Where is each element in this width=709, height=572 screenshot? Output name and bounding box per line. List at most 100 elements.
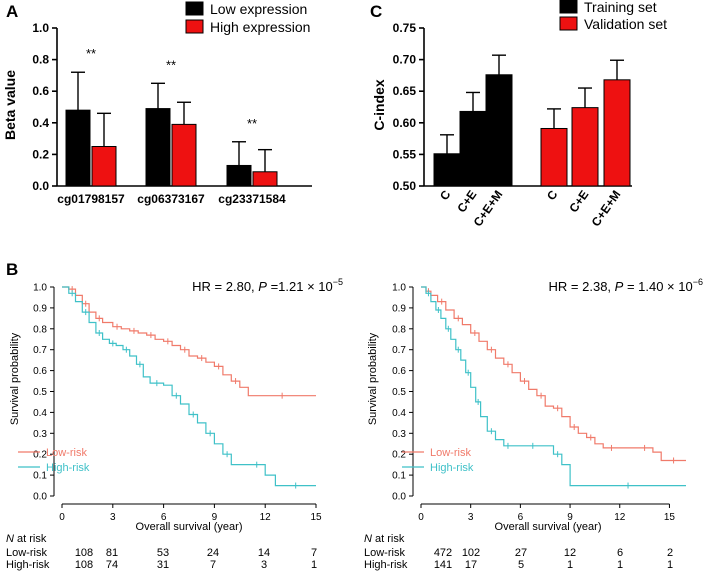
- km-left-hr-text: HR = 2.80,: [192, 279, 258, 294]
- km-right-legend: Low-risk High-risk: [402, 447, 474, 474]
- at-risk-count: 108: [75, 547, 93, 559]
- panel-c-y-tick-label: 0.50: [393, 179, 417, 193]
- panel-a-bar-chart: A Beta value 0.0 0.2 0.4 0.6 0.8 1.0 ** ** ** c…: [2, 1, 312, 206]
- at-risk-count: 31: [157, 559, 169, 571]
- legend-swatch-validation-set: [559, 16, 578, 31]
- km-right-x-tick-label: 9: [567, 512, 573, 523]
- km-right-y-tick-label: 0.4: [392, 408, 406, 419]
- km-left-p-exponent: −5: [333, 277, 343, 287]
- panel-c-bar-chart: C C-index 0.500.550.600.650.700.75 C C+EC…: [370, 0, 667, 229]
- km-right-x-axis-title: Overall survival (year): [495, 521, 602, 533]
- panel-a-x-tick-label: cg06373167: [137, 192, 205, 206]
- km-right-curves: [421, 286, 686, 489]
- panel-c-bars: [433, 54, 631, 187]
- km-left-y-tick-label: 0.2: [33, 450, 47, 461]
- legend-swatch-high-expression: [185, 19, 204, 34]
- bar-cg23371584-low: [226, 164, 252, 187]
- legend-label-high-risk: High-risk: [46, 462, 90, 474]
- panel-c-x-tick-label: C+E: [566, 188, 591, 215]
- km-left-curve-low-risk: [62, 286, 316, 397]
- km-right-x-tick-label: 6: [518, 512, 524, 523]
- at-risk-count: 1: [311, 559, 317, 571]
- km-right-y-tick-label: 0.2: [392, 450, 406, 461]
- at-risk-count: 74: [106, 559, 118, 571]
- at-risk-count: 27: [515, 547, 527, 559]
- km-right-y-tick-label: 0.8: [392, 324, 406, 335]
- km-left-axes: 0.0 0.1 0.2 0.3 0.4 0.5 0.6 0.7 0.8 0.9 1.0 0 3 6 9 12 1…: [33, 283, 322, 524]
- panel-a-x-tick-label: cg23371584: [218, 192, 286, 206]
- km-left-x-tick-label: 3: [110, 512, 116, 523]
- km-left-y-tick-label: 0.8: [33, 324, 47, 335]
- km-right-y-tick-label: 0.3: [392, 429, 406, 440]
- km-right-y-tick-label: 0.7: [392, 345, 406, 356]
- panel-a-y-tick-label: 0.8: [32, 53, 49, 67]
- at-risk-count: 81: [106, 547, 118, 559]
- bar-validation-C: [540, 127, 568, 187]
- panel-c-x-tick-label: C: [437, 187, 454, 202]
- significance-stars: **: [86, 46, 96, 61]
- legend-label-low-expression: Low expression: [210, 1, 307, 17]
- panel-a-y-tick-label: 0.2: [32, 147, 49, 161]
- at-risk-count: 1: [667, 559, 673, 571]
- km-right-y-axis-title: Survival probability: [367, 332, 379, 425]
- km-right-curve-high-risk: [421, 286, 686, 487]
- km-left-x-tick-label: 12: [260, 512, 272, 523]
- at-risk-count: 7: [311, 547, 317, 559]
- km-left-p-label: P: [258, 279, 267, 294]
- panel-c-letter: C: [370, 2, 382, 21]
- km-left-x-tick-label: 6: [161, 512, 167, 523]
- km-right-y-tick-label: 0.1: [392, 471, 406, 482]
- at-risk-count: 472: [434, 547, 452, 559]
- km-right-y-tick-label: 0.9: [392, 303, 406, 314]
- km-left-legend: Low-risk High-risk: [18, 447, 90, 474]
- km-right-p-label: P: [615, 279, 624, 294]
- legend-label-training-set: Training set: [584, 0, 657, 15]
- legend-label-low-risk: Low-risk: [46, 447, 87, 459]
- panel-c-y-tick-label: 0.70: [393, 53, 417, 67]
- km-left-curves: [62, 286, 316, 489]
- panel-c-y-axis-title: C-index: [371, 79, 387, 131]
- km-right-y-tick-label: 0.5: [392, 387, 406, 398]
- km-left-x-tick-label: 9: [212, 512, 218, 523]
- km-left-x-tick-label: 15: [310, 512, 322, 523]
- bar-cg01798157-low: [65, 109, 91, 187]
- bar-cg06373167-low: [145, 108, 171, 187]
- km-right-axes: 0.0 0.1 0.2 0.3 0.4 0.5 0.6 0.7 0.8 0.9 1.0 0 3 6 9 12 1…: [392, 283, 675, 524]
- km-left-y-tick-label: 0.3: [33, 429, 47, 440]
- km-left-x-tick-label: 0: [59, 512, 65, 523]
- panel-a-x-tick-label: cg01798157: [57, 192, 125, 206]
- bar-training-C+E: [459, 110, 487, 187]
- at-risk-count: 3: [261, 559, 267, 571]
- panel-b-letter: B: [6, 260, 18, 279]
- bar-validation-C+E: [571, 107, 599, 187]
- at-risk-count: 108: [75, 559, 93, 571]
- panel-a-x-tick-labels: cg01798157 cg06373167 cg23371584: [57, 192, 286, 206]
- km-left-p-value: =1.21 × 10: [267, 279, 333, 294]
- at-risk-count: 17: [465, 559, 477, 571]
- km-right-y-tick-label: 0.0: [392, 492, 406, 503]
- panel-a-bars: ** ** **: [65, 46, 278, 187]
- km-right-p-value: = 1.40 × 10: [623, 279, 692, 294]
- panel-c-y-tick-label: 0.75: [393, 21, 417, 35]
- legend-swatch-low-expression: [185, 1, 204, 16]
- at-risk-row-label: High-risk: [6, 559, 50, 571]
- km-left-at-risk-title: N at risk: [6, 533, 47, 545]
- km-left-at-risk-label: at risk: [14, 533, 47, 545]
- km-left-curve-high-risk: [62, 286, 316, 487]
- panel-c-y-axis: 0.50 0.55 0.60 0.65 0.70 0.75: [393, 21, 632, 193]
- bar-cg06373167-high: [171, 123, 197, 187]
- km-right-at-risk-n: N: [364, 533, 372, 545]
- km-right-at-risk-title: N at risk: [364, 533, 405, 545]
- legend-label-low-risk: Low-risk: [430, 447, 471, 459]
- panel-a-y-tick-label: 1.0: [32, 21, 49, 35]
- panel-c-x-tick-labels: C C+EC+E+M C C+EC+E+M: [437, 187, 623, 229]
- at-risk-count: 53: [157, 547, 169, 559]
- panel-a-letter: A: [6, 2, 18, 21]
- panel-c-y-tick-label: 0.65: [393, 84, 417, 98]
- significance-stars: **: [247, 116, 257, 131]
- panel-a-y-tick-label: 0.6: [32, 84, 49, 98]
- legend-label-high-expression: High expression: [210, 19, 310, 35]
- km-left-y-tick-label: 1.0: [33, 283, 47, 294]
- km-left-y-tick-label: 0.6: [33, 366, 47, 377]
